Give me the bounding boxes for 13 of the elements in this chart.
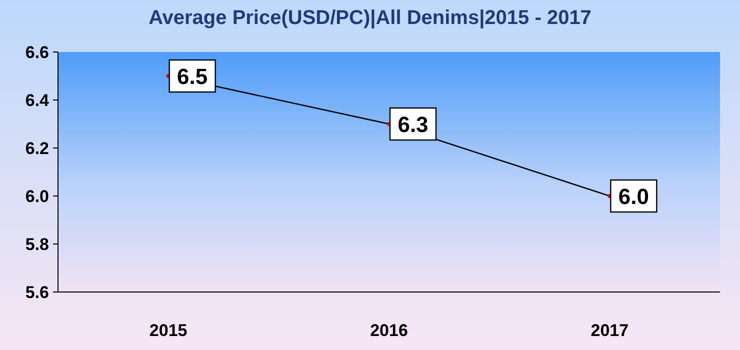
x-tick-label: 2016 xyxy=(370,321,408,340)
x-tick-label: 2015 xyxy=(149,321,188,340)
data-label: 6.0 xyxy=(618,184,649,209)
text: 5.6 xyxy=(25,283,49,302)
text: 6.2 xyxy=(25,139,49,158)
data-label: 6.5 xyxy=(177,64,208,89)
text: 6.4 xyxy=(25,91,49,110)
text: 6.6 xyxy=(25,43,49,62)
chart-title: Average Price(USD/PC)|All Denims|2015 - 2017 xyxy=(148,7,592,29)
data-label: 6.3 xyxy=(398,112,428,137)
text: 5.8 xyxy=(25,235,49,254)
text: 6.0 xyxy=(25,187,49,206)
x-tick-label: 2017 xyxy=(590,321,629,340)
